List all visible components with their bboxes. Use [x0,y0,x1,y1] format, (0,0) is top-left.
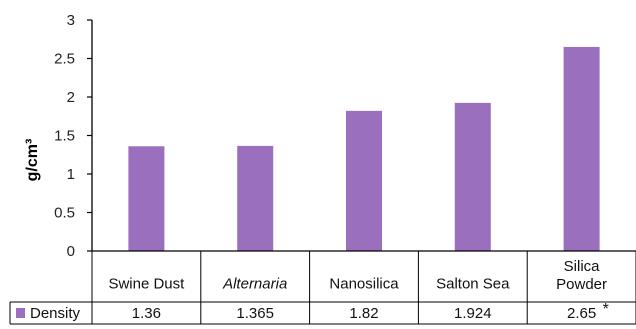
y-tick-label: 0 [67,243,75,260]
y-tick-label: 2.5 [54,51,75,68]
bar [128,146,165,251]
category-label: Alternaria [222,276,287,293]
bar [237,145,274,251]
category-label: Swine Dust [108,276,185,293]
category-label: Nanosilica [329,276,399,293]
data-label: 2.65 [567,305,596,322]
bar [346,110,382,251]
y-ticks: 0 0.5 1 1.5 2 2.5 3 [54,12,92,260]
category-label: Silica Powder [556,258,607,293]
data-label: 1.365 [236,305,274,322]
asterisk-note: * [603,301,609,318]
y-tick-label: 2 [67,89,75,106]
y-axis-label: g/cm³ [24,139,41,182]
y-tick-label: 1 [67,166,75,183]
bar [563,46,600,252]
category-label: Salton Sea [436,276,510,293]
y-tick-label: 3 [67,12,75,29]
y-tick-label: 1.5 [54,128,75,145]
data-label: 1.924 [454,305,492,322]
bars [128,46,600,252]
y-tick-label: 0.5 [54,205,75,222]
series-name-label: Density [30,305,81,322]
data-table: Swine Dust Alternaria Nanosilica Salton Sea… [9,250,636,325]
legend-swatch [16,308,25,318]
data-label: 1.36 [132,305,161,322]
bar [454,102,491,252]
data-label: 1.82 [349,305,378,322]
